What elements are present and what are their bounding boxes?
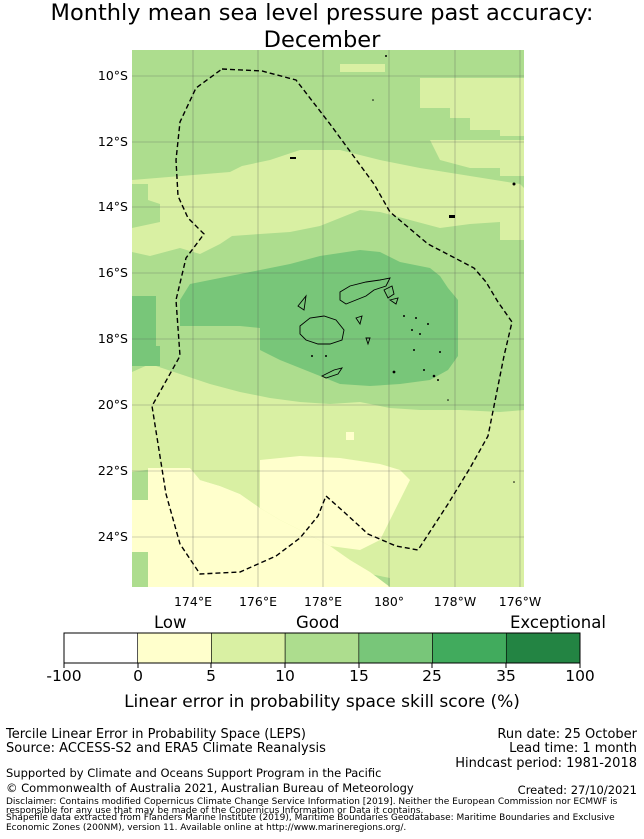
colorbar-ticks [63, 663, 581, 668]
skill-region-good [132, 250, 458, 386]
created-text: Created: 27/10/2021 [517, 783, 637, 797]
kadavu [320, 367, 344, 379]
lon-label-178w: 178°W [433, 594, 477, 609]
tick-0: 0 [133, 667, 143, 685]
source-text: Source: ACCESS-S2 and ERA5 Climate Reana… [6, 741, 326, 756]
disclaimer-line-2: responsible for any use that may be made… [6, 806, 424, 816]
colorbar-segment-3 [284, 632, 360, 664]
lat-label-12s: 12°S [97, 134, 128, 149]
colorbar-segments [63, 632, 581, 664]
colorbar [63, 632, 581, 668]
hindcast-text: Hindcast period: 1981-2018 [455, 756, 637, 771]
tick-25: 25 [422, 667, 442, 685]
lat-label-10s: 10°S [97, 68, 128, 83]
tick-5: 5 [206, 667, 216, 685]
run-date-text: Run date: 25 October [497, 727, 637, 742]
colorbar-segment-6 [505, 632, 581, 664]
map-title: Monthly mean sea level pressure past acc… [0, 0, 644, 54]
colorbar-segment-2 [211, 632, 286, 664]
tick-15: 15 [349, 667, 369, 685]
shapefile-line-2: Economic Zones (200NM), version 11. Avai… [6, 823, 407, 833]
colorbar-segment-4 [358, 632, 433, 664]
tick-35: 35 [496, 667, 516, 685]
title-line-1: Monthly mean sea level pressure past acc… [50, 0, 594, 26]
category-good: Good [296, 613, 340, 632]
copyright-text: © Commonwealth of Australia 2021, Austra… [6, 781, 414, 795]
colorbar-frame [63, 632, 581, 664]
lon-label-176w: 176°W [498, 594, 542, 609]
taveuni [383, 285, 395, 299]
disclaimer-line-1: Disclaimer: Contains modified Copernicus… [6, 797, 618, 807]
lead-time-text: Lead time: 1 month [509, 741, 637, 756]
skill-map [132, 50, 524, 587]
colorbar-segment-1 [137, 632, 212, 664]
viti-levu [299, 315, 345, 345]
title-line-2: December [263, 27, 381, 53]
map-gridlines [132, 50, 524, 587]
shapefile-line-1: Shapefile data extracted from Flanders M… [6, 813, 615, 823]
method-text: Tercile Linear Error in Probability Spac… [6, 727, 306, 742]
lat-label-22s: 22°S [97, 463, 128, 478]
fiji-islands [297, 277, 399, 379]
tick-100: 100 [565, 667, 595, 685]
tick-neg100: -100 [46, 667, 82, 685]
colorbar-title: Linear error in probability space skill … [124, 692, 520, 712]
tick-10: 10 [275, 667, 295, 685]
lat-label-18s: 18°S [97, 331, 128, 346]
lat-label-14s: 14°S [97, 199, 128, 214]
small-islands [290, 55, 516, 483]
colorbar-segment-0 [63, 632, 139, 664]
eez-boundary [151, 68, 513, 575]
lon-label-180: 180° [373, 594, 405, 609]
lon-label-178e: 178°E [303, 594, 342, 609]
colorbar-segment-5 [432, 632, 507, 664]
category-exceptional: Exceptional [510, 613, 606, 632]
category-low: Low [154, 613, 187, 632]
lat-label-16s: 16°S [97, 265, 128, 280]
lat-label-20s: 20°S [97, 397, 128, 412]
vanua-levu [339, 277, 391, 305]
skill-region-low [132, 432, 410, 587]
lat-label-24s: 24°S [97, 529, 128, 544]
lon-label-176e: 176°E [238, 594, 277, 609]
support-text: Supported by Climate and Oceans Support … [6, 766, 382, 780]
lon-label-174e: 174°E [173, 594, 212, 609]
